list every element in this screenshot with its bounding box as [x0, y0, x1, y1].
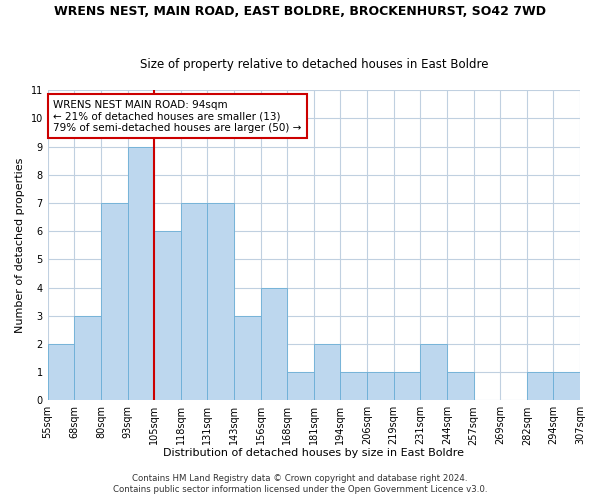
Bar — [154, 231, 181, 400]
Bar — [234, 316, 260, 400]
Bar — [260, 288, 287, 401]
Text: Contains HM Land Registry data © Crown copyright and database right 2024.
Contai: Contains HM Land Registry data © Crown c… — [113, 474, 487, 494]
Bar — [47, 344, 74, 401]
Bar — [340, 372, 367, 400]
Bar — [420, 344, 447, 401]
X-axis label: Distribution of detached houses by size in East Boldre: Distribution of detached houses by size … — [163, 448, 464, 458]
Bar — [527, 372, 553, 400]
Bar — [101, 203, 128, 400]
Bar — [208, 203, 234, 400]
Bar — [128, 146, 154, 400]
Bar — [74, 316, 101, 400]
Bar — [367, 372, 394, 400]
Bar — [181, 203, 208, 400]
Bar — [447, 372, 473, 400]
Bar — [553, 372, 580, 400]
Text: WRENS NEST, MAIN ROAD, EAST BOLDRE, BROCKENHURST, SO42 7WD: WRENS NEST, MAIN ROAD, EAST BOLDRE, BROC… — [54, 5, 546, 18]
Bar — [314, 344, 340, 401]
Text: WRENS NEST MAIN ROAD: 94sqm
← 21% of detached houses are smaller (13)
79% of sem: WRENS NEST MAIN ROAD: 94sqm ← 21% of det… — [53, 100, 301, 132]
Bar — [287, 372, 314, 400]
Y-axis label: Number of detached properties: Number of detached properties — [15, 158, 25, 333]
Bar — [394, 372, 420, 400]
Title: Size of property relative to detached houses in East Boldre: Size of property relative to detached ho… — [140, 58, 488, 71]
